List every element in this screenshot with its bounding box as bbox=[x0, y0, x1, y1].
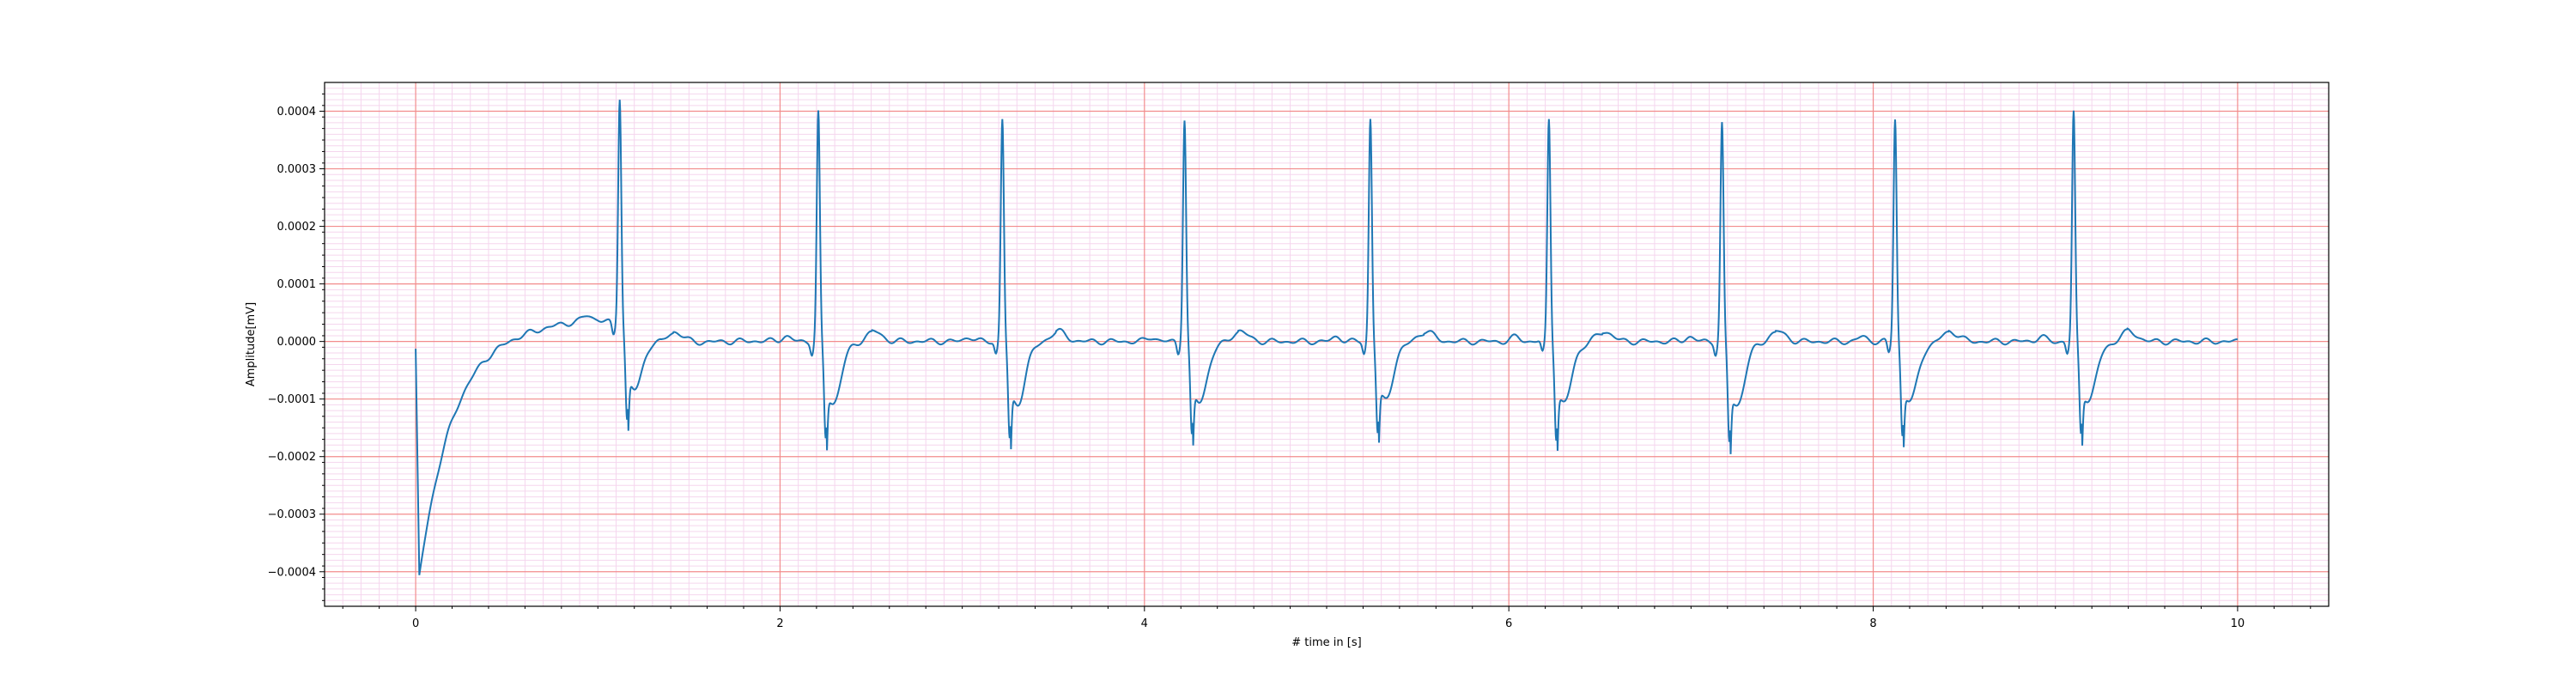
x-tick-label: 0 bbox=[412, 617, 419, 630]
y-tick-label: −0.0004 bbox=[268, 566, 316, 579]
y-tick-label: 0.0001 bbox=[277, 278, 317, 291]
y-axis-label: Amplitude[mV] bbox=[245, 302, 258, 386]
x-axis-ticks: 0 2 4 6 8 10 bbox=[342, 606, 2312, 630]
y-tick-label: 0.0003 bbox=[277, 163, 317, 176]
ecg-signal-line bbox=[415, 100, 2239, 575]
y-tick-label: −0.0002 bbox=[268, 451, 316, 464]
minor-grid bbox=[325, 82, 2330, 606]
x-tick-label: 6 bbox=[1505, 617, 1512, 630]
y-tick-label: 0.0004 bbox=[277, 106, 317, 119]
x-tick-label: 2 bbox=[776, 617, 783, 630]
y-tick-label: −0.0001 bbox=[268, 393, 316, 406]
x-tick-label: 10 bbox=[2231, 617, 2245, 630]
y-tick-label: 0.0002 bbox=[277, 221, 317, 234]
x-tick-label: 4 bbox=[1141, 617, 1148, 630]
x-axis-label: # time in [s] bbox=[1291, 636, 1361, 649]
y-tick-label: −0.0003 bbox=[268, 508, 316, 521]
x-tick-label: 8 bbox=[1869, 617, 1876, 630]
y-axis-ticks: 0.0004 0.0003 0.0002 0.0001 0.0000 −0.0001 −0.… bbox=[268, 93, 325, 601]
y-tick-label: 0.0000 bbox=[277, 336, 317, 349]
